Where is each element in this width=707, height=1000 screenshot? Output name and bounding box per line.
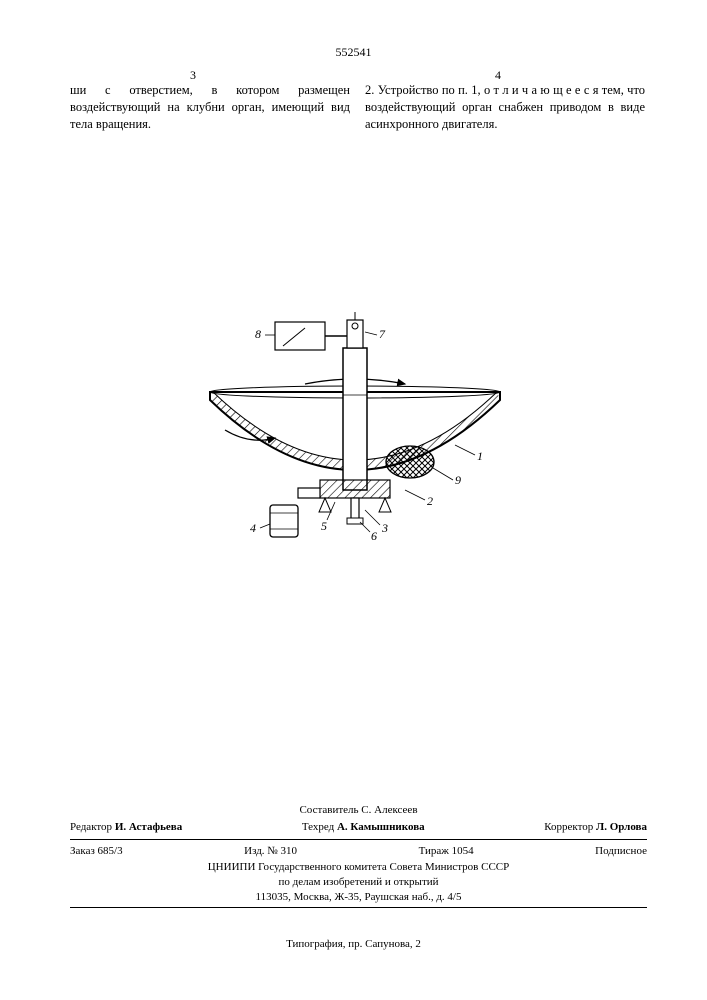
fig-label-4: 4 xyxy=(250,521,256,535)
fig-label-1: 1 xyxy=(477,449,483,463)
fig-label-2: 2 xyxy=(427,494,433,508)
imprint-block: Составитель С. Алексеев Редактор И. Аста… xyxy=(70,803,647,910)
fig-label-6: 6 xyxy=(371,529,377,543)
compiler-line: Составитель С. Алексеев xyxy=(70,803,647,818)
fig-label-8: 8 xyxy=(255,327,261,341)
patent-figure: 1 2 3 4 5 6 7 8 9 xyxy=(155,280,555,580)
column-number-right: 4 xyxy=(495,68,501,83)
body-text-left: ши с отверстием, в котором размещен возд… xyxy=(70,82,350,133)
fig-label-9: 9 xyxy=(455,473,461,487)
print-row: Заказ 685/3 Изд. № 310 Тираж 1054 Подпис… xyxy=(70,842,647,861)
fig-label-3: 3 xyxy=(381,521,388,535)
column-number-left: 3 xyxy=(190,68,196,83)
fig-label-5: 5 xyxy=(321,519,327,533)
org-line-1: ЦНИИПИ Государственного комитета Совета … xyxy=(70,860,647,875)
org-line-2: по делам изобретений и открытий xyxy=(70,875,647,890)
typography-line: Типография, пр. Сапунова, 2 xyxy=(0,938,707,950)
fig-label-7: 7 xyxy=(379,327,386,341)
address-line: 113035, Москва, Ж-35, Раушская наб., д. … xyxy=(70,890,647,905)
patent-number: 552541 xyxy=(336,45,372,60)
credits-row: Редактор И. Астафьева Техред А. Камышник… xyxy=(70,818,647,837)
body-text-right: 2. Устройство по п. 1, о т л и ч а ю щ е… xyxy=(365,82,645,133)
